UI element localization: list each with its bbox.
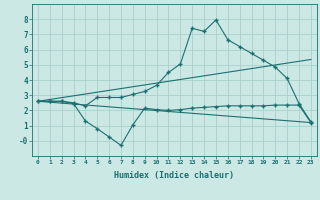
X-axis label: Humidex (Indice chaleur): Humidex (Indice chaleur) xyxy=(115,171,234,180)
